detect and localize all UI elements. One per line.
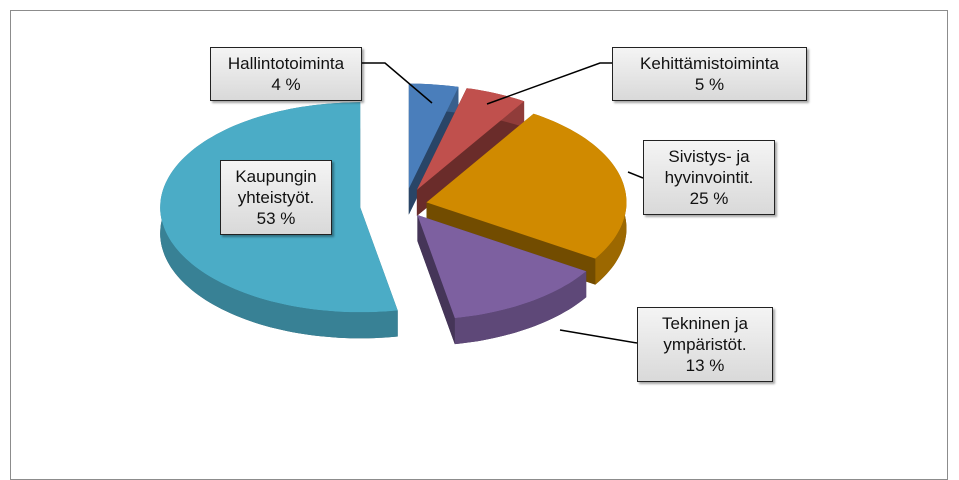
slice	[426, 113, 627, 259]
slice	[408, 83, 459, 189]
leader-line	[559, 329, 638, 344]
category-label: Kehittämistoiminta	[640, 54, 779, 73]
data-label: Kaupungin yhteistyöt. 53 %	[220, 160, 332, 235]
data-label: Kehittämistoiminta 5 %	[612, 47, 807, 101]
category-label: Kaupungin yhteistyöt.	[235, 167, 317, 207]
value-label: 5 %	[694, 75, 725, 94]
slice-side	[417, 215, 455, 345]
data-label: Sivistys- ja hyvinvointit. 25 %	[643, 140, 775, 215]
leader-line	[486, 62, 612, 105]
category-label: Tekninen ja ympäristöt.	[661, 314, 748, 354]
data-label: Tekninen ja ympäristöt. 13 %	[637, 307, 773, 382]
slice-wall	[160, 102, 398, 339]
slice	[416, 88, 525, 190]
category-label: Hallintotoiminta	[227, 54, 345, 73]
slice	[417, 215, 587, 319]
leader-line	[627, 171, 644, 179]
leader-line	[362, 62, 433, 104]
value-label: 13 %	[685, 356, 725, 375]
value-label: 25 %	[689, 189, 729, 208]
category-label: Sivistys- ja hyvinvointit.	[664, 147, 754, 187]
value-label: 4 %	[271, 75, 301, 94]
slice-wall	[454, 271, 587, 345]
value-label: 53 %	[256, 209, 296, 228]
data-label: Hallintotoiminta 4 %	[210, 47, 362, 101]
slice-side	[416, 101, 525, 216]
